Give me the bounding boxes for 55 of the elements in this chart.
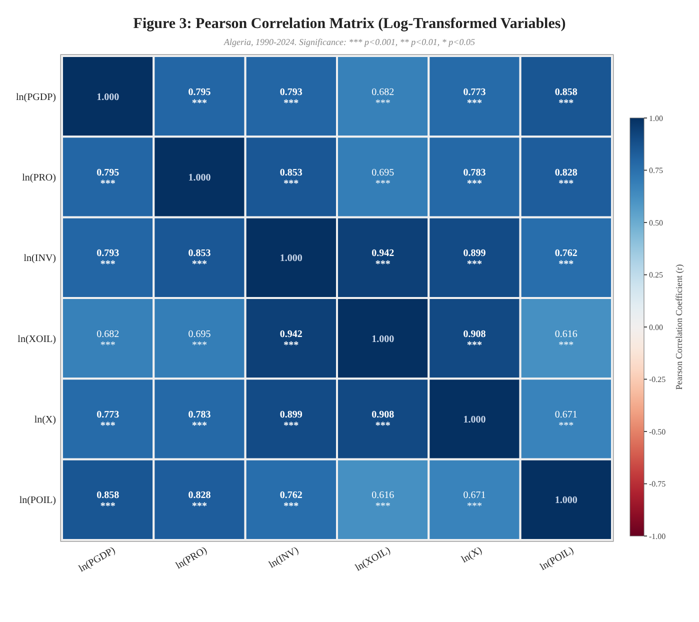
data-label: 0.671 ***: [554, 410, 578, 432]
chart-subtitle: Algeria, 1990-2024. Significance: *** p<0.001, ** p<0.01, * p<0.05: [223, 37, 476, 47]
data-label: 0.828 ***: [188, 490, 211, 512]
color-bar-title: Pearson Correlation Coefficient (r): [674, 264, 684, 390]
data-label: 0.671 ***: [463, 490, 486, 512]
data-label: 0.899 ***: [280, 410, 302, 432]
data-label: 1.000: [372, 334, 394, 345]
y-tick-label: ln(XOIL): [18, 334, 56, 345]
data-label: 0.682 ***: [96, 328, 120, 351]
data-label: 0.616 ***: [554, 328, 578, 351]
data-label: 0.793 ***: [280, 86, 302, 109]
y-tick-label: ln(X): [34, 414, 56, 426]
color-bar-label: 1.00: [649, 114, 663, 123]
color-bar-label: 0.75: [649, 166, 663, 176]
data-label: 0.853 ***: [280, 168, 302, 190]
data-label: 0.793 ***: [96, 248, 120, 270]
color-bar-label: 0.25: [649, 270, 663, 280]
color-bar-label: 0.50: [649, 218, 663, 228]
data-label: 0.616 ***: [372, 490, 394, 512]
data-label: 0.899 ***: [463, 248, 486, 270]
data-label: 1.000: [554, 495, 578, 506]
chart-title: Figure 3: Pearson Correlation Matrix (Log-Transformed Variables): [133, 16, 566, 32]
data-label: 0.795 ***: [188, 86, 211, 109]
data-label: 0.695 ***: [372, 168, 394, 190]
color-bar-label: -0.50: [649, 427, 666, 436]
data-label: 0.853 ***: [188, 248, 211, 270]
color-bar-label: -0.75: [649, 480, 666, 489]
y-tick-label: ln(PRO): [22, 172, 56, 184]
data-label: 0.858 ***: [96, 490, 120, 512]
data-label: 0.682 ***: [372, 86, 394, 109]
data-label: 0.858 ***: [554, 86, 578, 109]
data-label: 0.773 ***: [463, 86, 486, 109]
color-bar-label: 0.00: [649, 322, 663, 332]
data-label: 0.783 ***: [463, 168, 486, 190]
data-label: 1.000: [188, 172, 211, 184]
data-label: 1.000: [463, 414, 486, 426]
y-tick-label: ln(INV): [24, 253, 56, 264]
data-label: 1.000: [96, 92, 120, 103]
data-label: 0.783 ***: [188, 410, 211, 432]
data-label: 0.795 ***: [96, 168, 120, 190]
y-tick-label: ln(POIL): [19, 495, 56, 506]
data-label: 0.762 ***: [554, 248, 578, 270]
data-label: 0.942 ***: [372, 248, 394, 270]
y-tick-label: ln(PGDP): [16, 92, 56, 103]
data-label: 0.762 ***: [280, 490, 302, 512]
color-bar-label: -1.00: [649, 532, 666, 541]
data-label: 0.908 ***: [372, 410, 394, 432]
data-label: 0.828 ***: [554, 168, 578, 190]
data-label: 0.908 ***: [463, 328, 486, 351]
x-tick-label: ln(X): [460, 545, 484, 566]
data-label: 0.942 ***: [280, 328, 302, 351]
data-label: 1.000: [280, 253, 302, 264]
color-bar-label: -0.25: [649, 375, 666, 384]
data-label: 0.773 ***: [96, 410, 120, 432]
data-label: 0.695 ***: [188, 328, 211, 351]
